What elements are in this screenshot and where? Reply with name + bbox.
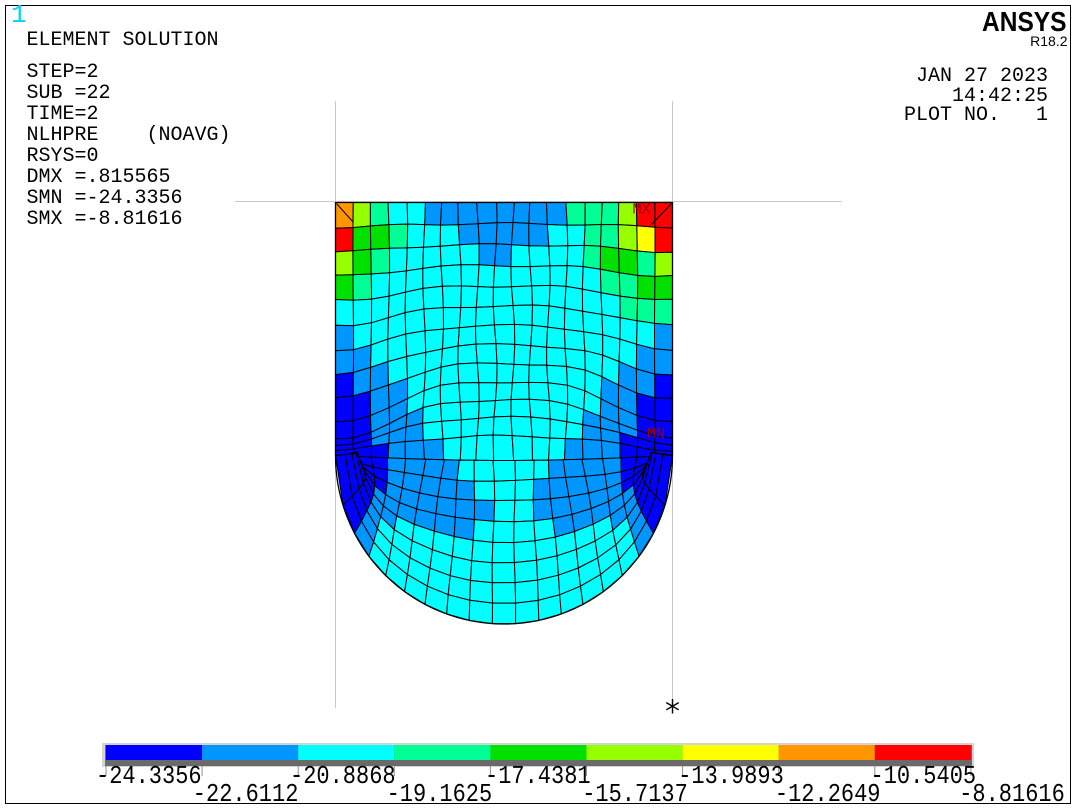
svg-text:MN: MN bbox=[647, 426, 665, 443]
svg-text:MX: MX bbox=[633, 202, 651, 219]
